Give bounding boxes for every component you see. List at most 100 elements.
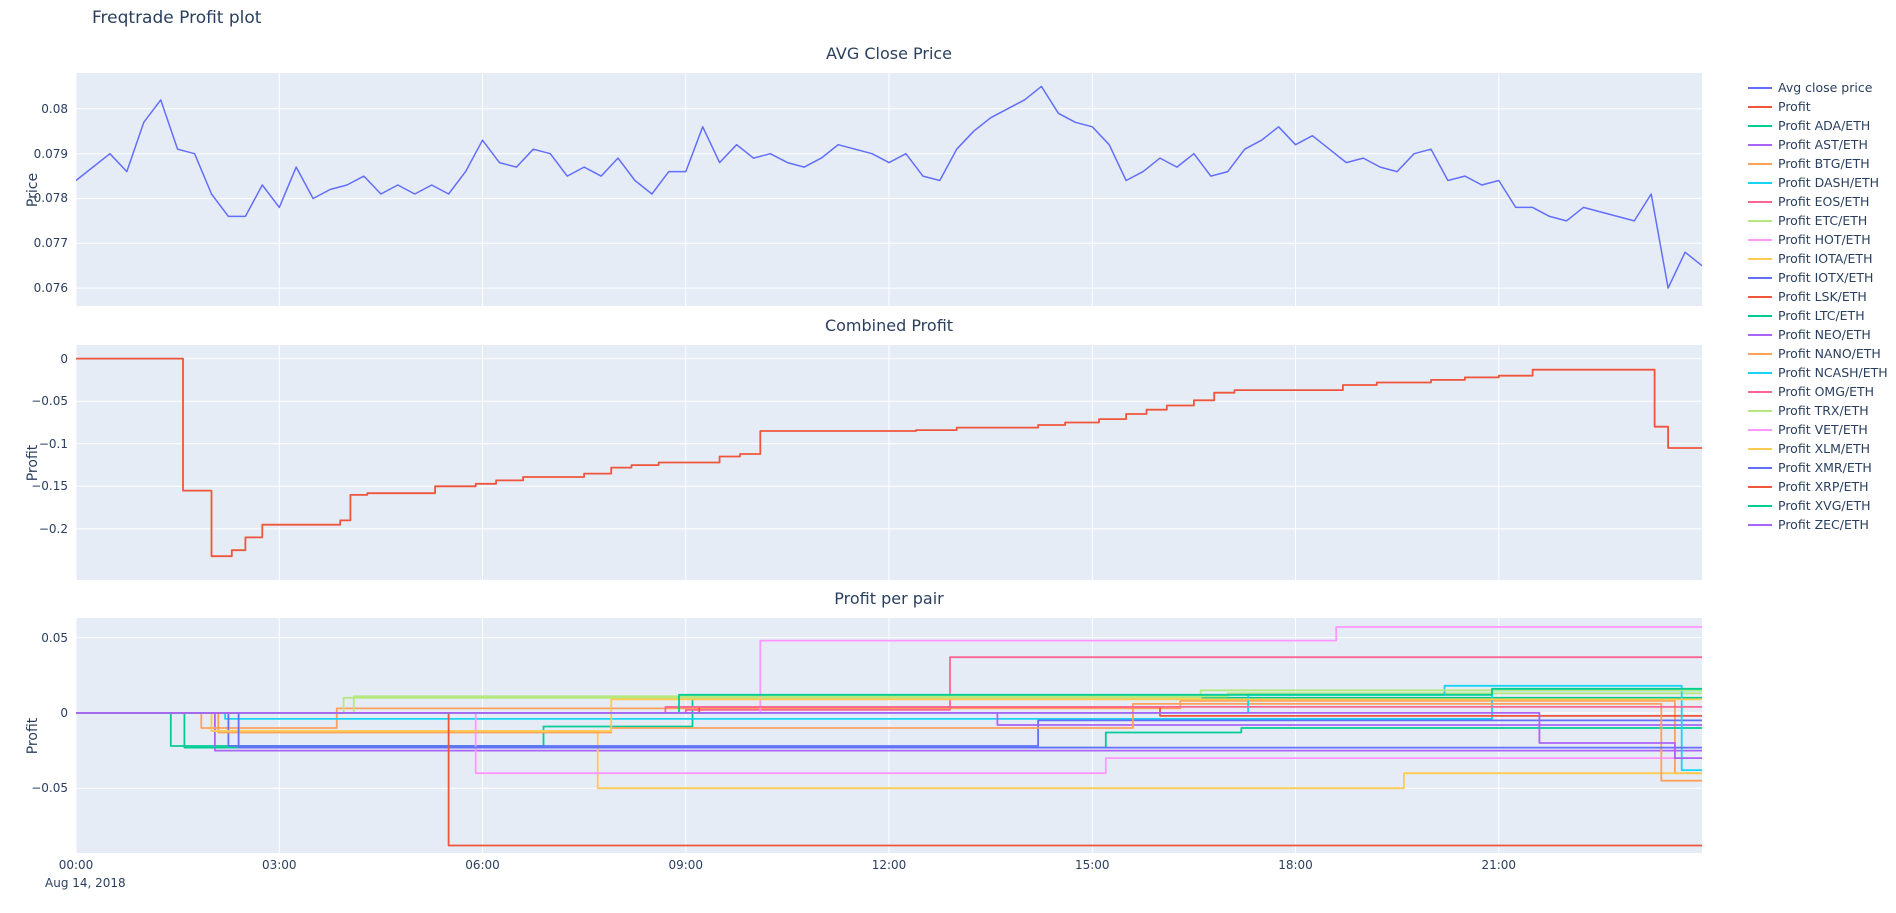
legend-swatch (1748, 124, 1772, 127)
legend-swatch (1748, 466, 1772, 469)
y-tick-label: 0.079 (33, 146, 68, 161)
legend-label: Avg close price (1778, 80, 1873, 95)
series-avg-close-price (76, 85, 1702, 289)
legend-item-profit-ltc-eth[interactable]: Profit LTC/ETH (1748, 306, 1888, 325)
y-tick-label: −0.15 (31, 479, 68, 494)
legend-label: Profit DASH/ETH (1778, 175, 1880, 190)
legend-item-profit-ast-eth[interactable]: Profit AST/ETH (1748, 135, 1888, 154)
series-profit-btg-eth (76, 700, 1702, 775)
legend-label: Profit XVG/ETH (1778, 498, 1871, 513)
legend-item-profit-xlm-eth[interactable]: Profit XLM/ETH (1748, 439, 1888, 458)
legend-label: Profit (1778, 99, 1811, 114)
y-tick-label: 0.05 (41, 630, 68, 645)
legend-swatch (1748, 219, 1772, 222)
series-profit (76, 357, 1702, 558)
legend-item-profit-hot-eth[interactable]: Profit HOT/ETH (1748, 230, 1888, 249)
legend-item-profit-etc-eth[interactable]: Profit ETC/ETH (1748, 211, 1888, 230)
y-tick-label: −0.2 (38, 521, 68, 536)
legend-label: Profit VET/ETH (1778, 422, 1868, 437)
series-profit-zec-eth (76, 712, 1702, 759)
legend-swatch (1748, 504, 1772, 507)
legend-item-profit-ada-eth[interactable]: Profit ADA/ETH (1748, 116, 1888, 135)
legend-swatch (1748, 276, 1772, 279)
y-tick-label: −0.1 (38, 436, 68, 451)
profit-per-pair-plot[interactable] (76, 618, 1702, 853)
legend-label: Profit XRP/ETH (1778, 479, 1869, 494)
legend-item-profit-ncash-eth[interactable]: Profit NCASH/ETH (1748, 363, 1888, 382)
legend-item-profit-xrp-eth[interactable]: Profit XRP/ETH (1748, 477, 1888, 496)
legend-item-profit-neo-eth[interactable]: Profit NEO/ETH (1748, 325, 1888, 344)
legend-item-profit-btg-eth[interactable]: Profit BTG/ETH (1748, 154, 1888, 173)
x-tick-label: 15:00 (1074, 858, 1110, 872)
legend-label: Profit BTG/ETH (1778, 156, 1870, 171)
legend-item-profit-omg-eth[interactable]: Profit OMG/ETH (1748, 382, 1888, 401)
y-tick-label: 0 (60, 351, 68, 366)
legend-label: Profit OMG/ETH (1778, 384, 1875, 399)
legend-swatch (1748, 428, 1772, 431)
x-tick-label: 21:00 (1481, 858, 1517, 872)
legend-swatch (1748, 390, 1772, 393)
y-tick-label: 0 (60, 705, 68, 720)
chart-title-avg-close-price: AVG Close Price (825, 44, 953, 63)
legend-item-profit-trx-eth[interactable]: Profit TRX/ETH (1748, 401, 1888, 420)
x-tick-label: 18:00 (1278, 858, 1313, 872)
legend-swatch (1748, 523, 1772, 526)
legend-item-profit-iota-eth[interactable]: Profit IOTA/ETH (1748, 249, 1888, 268)
legend-item-profit-dash-eth[interactable]: Profit DASH/ETH (1748, 173, 1888, 192)
legend-swatch (1748, 238, 1772, 241)
legend-label: Profit ZEC/ETH (1778, 517, 1869, 532)
legend-item-avg-close-price[interactable]: Avg close price (1748, 78, 1888, 97)
page-title: Freqtrade Profit plot (92, 8, 262, 28)
legend-label: Profit IOTX/ETH (1778, 270, 1874, 285)
legend-label: Profit LTC/ETH (1778, 308, 1865, 323)
x-tick-label: 09:00 (668, 858, 704, 872)
legend-swatch (1748, 314, 1772, 317)
legend-swatch (1748, 105, 1772, 108)
chart-title-profit-per-pair: Profit per pair (834, 589, 944, 608)
legend-item-profit-eos-eth[interactable]: Profit EOS/ETH (1748, 192, 1888, 211)
legend-label: Profit NANO/ETH (1778, 346, 1881, 361)
avg-close-price-plot[interactable] (76, 73, 1702, 306)
legend-swatch (1748, 409, 1772, 412)
y-tick-label: 0.078 (33, 191, 68, 206)
legend-item-profit-nano-eth[interactable]: Profit NANO/ETH (1748, 344, 1888, 363)
legend-label: Profit XMR/ETH (1778, 460, 1872, 475)
legend-item-profit-xvg-eth[interactable]: Profit XVG/ETH (1748, 496, 1888, 515)
legend-swatch (1748, 295, 1772, 298)
y-tick-label: 0.076 (33, 281, 68, 296)
combined-profit-plot[interactable] (76, 345, 1702, 580)
legend-swatch (1748, 162, 1772, 165)
legend-swatch (1748, 371, 1772, 374)
legend-swatch (1748, 447, 1772, 450)
legend-swatch (1748, 200, 1772, 203)
legend-item-profit-xmr-eth[interactable]: Profit XMR/ETH (1748, 458, 1888, 477)
legend-item-profit-iotx-eth[interactable]: Profit IOTX/ETH (1748, 268, 1888, 287)
legend-item-profit[interactable]: Profit (1748, 97, 1888, 116)
legend-label: Profit NCASH/ETH (1778, 365, 1888, 380)
series-profit-ltc-eth (76, 712, 1702, 749)
legend-swatch (1748, 257, 1772, 260)
legend-label: Profit TRX/ETH (1778, 403, 1869, 418)
legend-label: Profit HOT/ETH (1778, 232, 1871, 247)
legend-label: Profit EOS/ETH (1778, 194, 1870, 209)
legend-label: Profit NEO/ETH (1778, 327, 1871, 342)
legend-swatch (1748, 352, 1772, 355)
legend-label: Profit ADA/ETH (1778, 118, 1871, 133)
legend-swatch (1748, 485, 1772, 488)
chart-title-combined-profit: Combined Profit (824, 316, 954, 335)
legend-label: Profit LSK/ETH (1778, 289, 1867, 304)
legend-swatch (1748, 333, 1772, 336)
y-tick-label: 0.077 (33, 236, 68, 251)
x-axis-date-label: Aug 14, 2018 (45, 876, 126, 890)
legend-item-profit-zec-eth[interactable]: Profit ZEC/ETH (1748, 515, 1888, 534)
x-tick-label: 03:00 (261, 858, 297, 872)
legend-label: Profit AST/ETH (1778, 137, 1868, 152)
legend-swatch (1748, 86, 1772, 89)
x-tick-label: 00:00 (58, 858, 94, 872)
y-axis-title-pair-profit: Profit (25, 717, 41, 755)
legend-item-profit-vet-eth[interactable]: Profit VET/ETH (1748, 420, 1888, 439)
legend-item-profit-lsk-eth[interactable]: Profit LSK/ETH (1748, 287, 1888, 306)
y-tick-label: −0.05 (31, 781, 68, 796)
y-tick-label: −0.05 (31, 394, 68, 409)
